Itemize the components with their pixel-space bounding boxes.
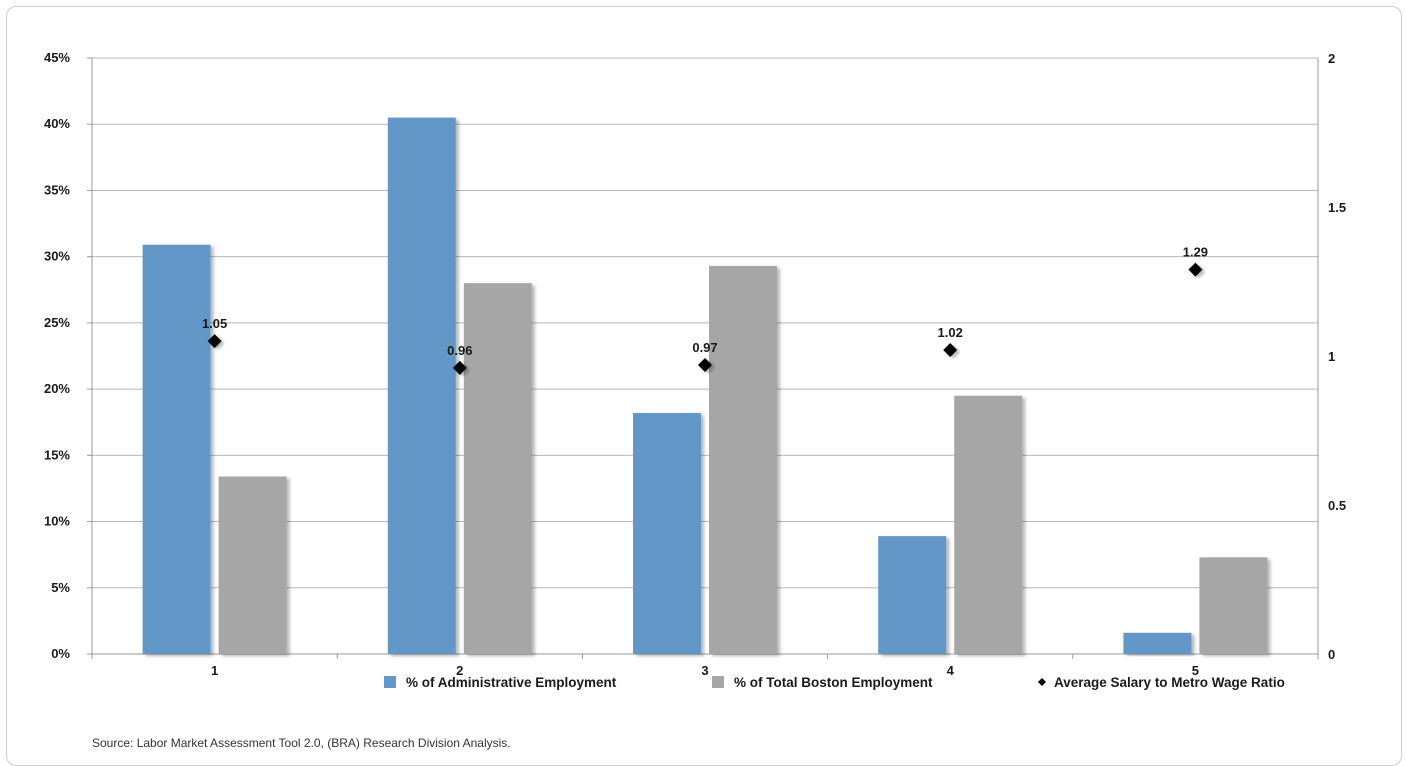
legend-label: % of Administrative Employment — [406, 675, 617, 690]
bar-total-boston-employment — [1199, 557, 1268, 654]
y-right-tick-label: 2 — [1328, 51, 1335, 66]
x-tick-label: 3 — [701, 663, 708, 678]
bar-total-boston-employment — [463, 283, 532, 654]
y-left-tick-label: 20% — [44, 381, 70, 396]
ratio-marker — [698, 357, 712, 372]
bar-total-boston-employment — [954, 395, 1023, 654]
y-right-tick-label: 0.5 — [1328, 498, 1346, 513]
y-left-tick-label: 45% — [44, 50, 70, 65]
legend-label: % of Total Boston Employment — [734, 675, 933, 690]
bar-total-boston-employment — [218, 476, 287, 654]
y-left-tick-label: 0% — [51, 646, 70, 661]
y-left-tick-label: 15% — [44, 447, 70, 462]
source-note: Source: Labor Market Assessment Tool 2.0… — [92, 736, 511, 750]
x-tick-label: 1 — [211, 663, 218, 678]
y-left-tick-label: 25% — [44, 315, 70, 330]
ratio-data-label: 0.96 — [447, 343, 472, 358]
x-tick-label: 2 — [456, 663, 463, 678]
bar-administrative-employment — [633, 412, 701, 654]
x-tick-label: 5 — [1192, 663, 1199, 678]
bar-total-boston-employment — [709, 265, 777, 654]
ratio-data-label: 1.02 — [938, 325, 963, 340]
bars — [142, 117, 1268, 655]
ratio-data-label: 1.05 — [202, 316, 227, 331]
bar-administrative-employment — [387, 117, 456, 655]
ratio-data-label: 1.29 — [1183, 245, 1208, 260]
y-left-tick-label: 30% — [44, 249, 70, 264]
y-left-tick-label: 40% — [44, 116, 70, 131]
bar-administrative-employment — [1123, 632, 1192, 654]
y-right-tick-label: 1 — [1328, 349, 1335, 364]
bar-administrative-employment — [878, 536, 947, 654]
axes: 0% 5% 10% 15% 20% 25% 30% 35% 40% 45% 0 0.5 1 1.5 2 1 2 3… — [44, 50, 1346, 678]
y-right-tick-label: 1.5 — [1328, 200, 1346, 215]
y-right-tick-label: 0 — [1328, 647, 1335, 662]
ratio-marker — [1188, 262, 1203, 277]
legend-swatch — [712, 676, 724, 688]
y-left-tick-label: 35% — [44, 182, 70, 197]
legend-label: Average Salary to Metro Wage Ratio — [1054, 675, 1285, 690]
ratio-data-label: 0.97 — [692, 340, 717, 355]
ratio-markers: 1.05 0.96 0.97 1.02 1.29 — [202, 245, 1208, 375]
bar-administrative-employment — [142, 244, 211, 654]
y-left-tick-label: 5% — [51, 580, 70, 595]
ratio-marker — [207, 334, 222, 349]
ratio-marker — [452, 360, 467, 375]
legend-swatch — [384, 676, 396, 688]
legend-swatch — [1038, 678, 1046, 686]
ratio-marker — [943, 343, 958, 358]
x-tick-label: 4 — [947, 663, 955, 678]
legend: % of Administrative Employment % of Total… — [384, 675, 1285, 690]
y-left-tick-label: 10% — [44, 514, 70, 529]
